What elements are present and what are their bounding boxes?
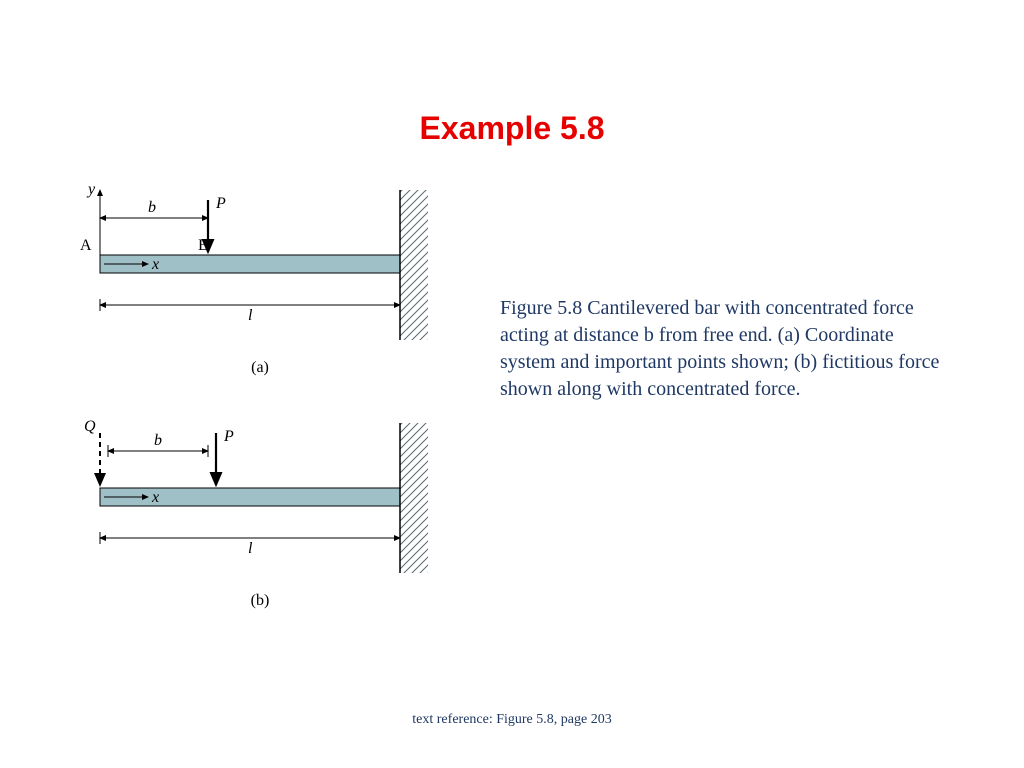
label-A: A [80,237,92,254]
subfigure-b-svg: Q b P x l [60,413,460,583]
diagram-area: y b P A B C x l ( [60,180,460,660]
subfigure-a: y b P A B C x l ( [60,180,460,377]
label-l-b: l [248,540,253,557]
subfigure-a-svg: y b P A B C x l [60,180,460,350]
footer-reference: text reference: Figure 5.8, page 203 [0,712,1024,728]
label-x: x [151,256,159,273]
label-y: y [86,181,96,198]
subfigure-b: Q b P x l (b) [60,413,460,610]
label-P-b: P [223,428,234,445]
subfigure-a-caption: (a) [60,359,460,377]
label-P: P [215,195,226,212]
wall-hatch-b [400,423,428,573]
label-l: l [248,307,253,324]
figure-caption: Figure 5.8 Cantilevered bar with concent… [500,295,940,403]
label-b-b: b [154,432,162,449]
wall-hatch [400,190,428,340]
spacer [60,377,460,413]
page-title: Example 5.8 [0,110,1024,147]
label-b: b [148,199,156,216]
label-Q: Q [84,418,96,435]
label-B: B [198,237,209,254]
label-x-b: x [151,489,159,506]
subfigure-b-caption: (b) [60,592,460,610]
